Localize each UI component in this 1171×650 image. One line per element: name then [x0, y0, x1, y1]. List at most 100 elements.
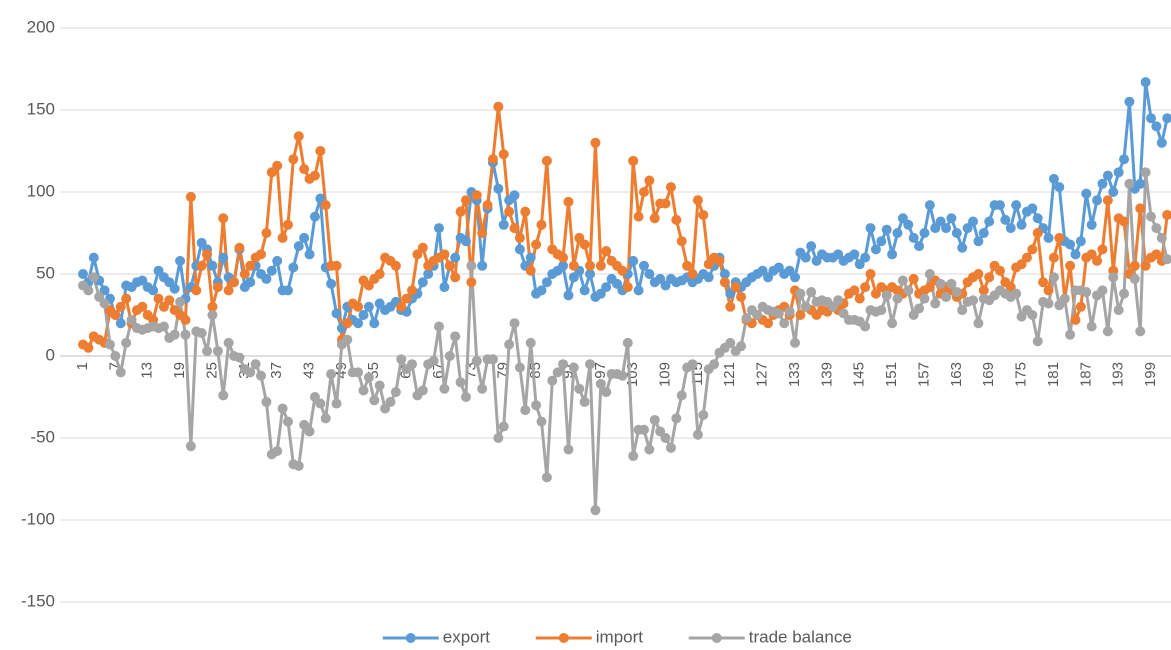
data-point [1075, 301, 1086, 312]
data-point [1119, 288, 1130, 299]
data-point [407, 285, 418, 296]
data-point [434, 223, 445, 234]
data-point [1054, 182, 1065, 193]
data-point [309, 211, 320, 222]
data-point [957, 305, 968, 316]
data-point [1113, 305, 1124, 316]
data-point [326, 278, 337, 289]
data-point [115, 318, 126, 329]
y-tick-label: 200 [27, 17, 55, 36]
data-point [83, 342, 94, 353]
data-point [153, 293, 164, 304]
data-point [541, 277, 552, 288]
data-point [428, 355, 439, 366]
data-point [541, 472, 552, 483]
data-point [568, 362, 579, 373]
x-tick-label: 169 [980, 362, 997, 387]
data-point [121, 293, 132, 304]
data-point [493, 183, 504, 194]
data-point [1135, 203, 1146, 214]
x-tick-label: 133 [786, 362, 803, 387]
data-point [460, 195, 471, 206]
data-point [790, 272, 801, 283]
data-point [682, 260, 693, 271]
data-point [984, 272, 995, 283]
data-point [104, 339, 115, 350]
data-point [1011, 288, 1022, 299]
data-point [1129, 260, 1140, 271]
x-tick-label: 157 [915, 362, 932, 387]
data-point [1092, 195, 1103, 206]
data-point [493, 433, 504, 443]
data-point [671, 413, 682, 424]
data-point [202, 346, 213, 357]
data-point [121, 337, 132, 348]
data-point [88, 252, 99, 263]
data-point [450, 272, 461, 283]
data-point [1075, 236, 1086, 247]
data-point [876, 236, 887, 247]
data-point [1065, 239, 1076, 250]
data-point [1140, 77, 1151, 88]
data-point [1027, 203, 1038, 214]
data-point [574, 383, 585, 394]
data-point [1129, 273, 1140, 284]
x-tick-label: 121 [721, 362, 738, 387]
data-point [234, 352, 245, 363]
data-point [99, 298, 110, 309]
data-point [725, 301, 736, 312]
data-point [282, 219, 293, 230]
data-point [585, 359, 596, 370]
x-tick-label: 139 [818, 362, 835, 387]
data-point [924, 269, 935, 279]
data-point [763, 318, 774, 329]
data-point [191, 285, 202, 296]
data-point [541, 155, 552, 166]
data-point [897, 275, 908, 286]
data-point [434, 321, 445, 332]
data-point [946, 213, 957, 224]
data-point [719, 277, 730, 288]
data-point [536, 285, 547, 296]
data-point [887, 318, 898, 329]
x-tick-label: 145 [851, 362, 868, 387]
data-point [563, 444, 574, 455]
data-point [525, 265, 536, 276]
data-point [256, 370, 267, 381]
data-point [1011, 200, 1022, 211]
data-point [531, 239, 542, 250]
data-point [946, 278, 957, 289]
data-point [272, 255, 283, 266]
data-point [1048, 252, 1059, 263]
data-point [261, 396, 272, 407]
data-point [1097, 178, 1108, 189]
data-point [601, 387, 612, 398]
data-point [649, 213, 660, 224]
data-point [439, 282, 450, 293]
data-point [250, 359, 261, 370]
data-point [1032, 228, 1043, 238]
data-point [514, 244, 525, 255]
data-point [1086, 321, 1097, 332]
data-point [180, 329, 191, 340]
x-tick-label: 49 [333, 362, 350, 379]
data-point [903, 285, 914, 296]
legend: export import trade balance [382, 627, 852, 646]
data-point [531, 400, 542, 411]
data-point [460, 392, 471, 402]
data-point [482, 200, 493, 211]
data-point [245, 367, 256, 378]
data-point [1043, 285, 1054, 296]
data-point [1119, 216, 1130, 227]
data-point [466, 260, 477, 271]
data-point [1146, 211, 1157, 222]
data-point [115, 301, 126, 312]
data-point [315, 398, 326, 409]
data-point [455, 206, 466, 217]
data-point [601, 282, 612, 293]
data-point [358, 385, 369, 396]
data-point [968, 216, 979, 227]
x-tick-label: 199 [1142, 362, 1159, 387]
data-point [671, 214, 682, 225]
data-point [665, 182, 676, 193]
